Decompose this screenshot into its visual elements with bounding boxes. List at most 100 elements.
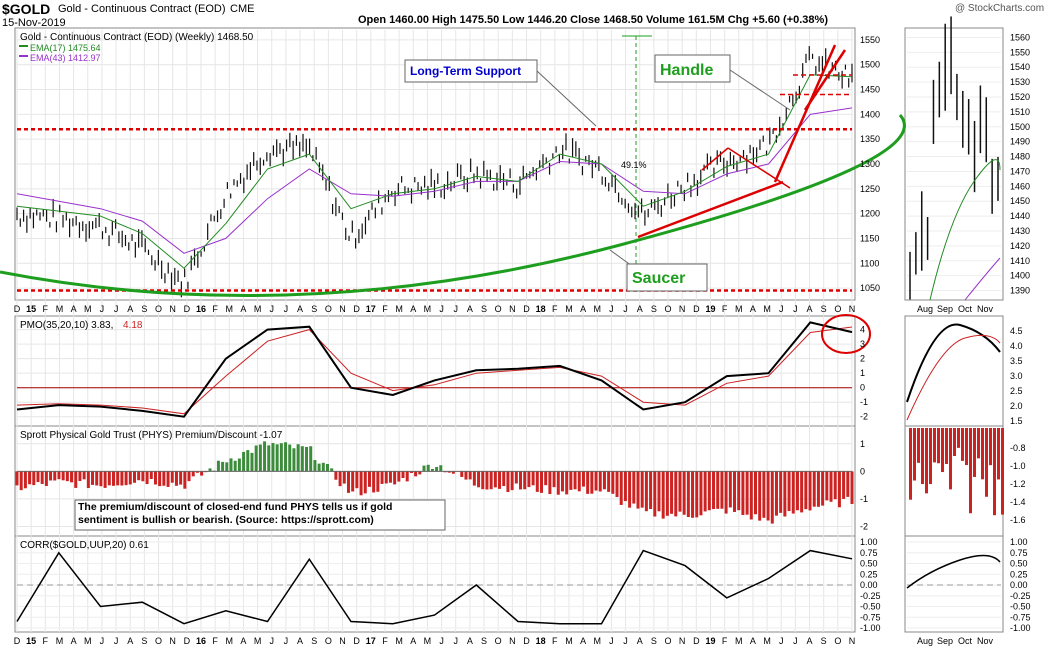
phys-bar bbox=[179, 471, 183, 485]
phys-bar bbox=[120, 471, 124, 486]
date: 15-Nov-2019 bbox=[2, 17, 66, 29]
phys-bar bbox=[149, 471, 153, 480]
phys-bar bbox=[250, 452, 254, 472]
pmo-tick: -1 bbox=[860, 397, 868, 407]
phys-bar bbox=[258, 444, 262, 472]
phys-bar bbox=[728, 471, 732, 508]
side-corr-tick: 1.00 bbox=[1010, 537, 1028, 547]
phys-bar bbox=[539, 471, 543, 493]
month-label: M bbox=[565, 304, 573, 314]
side-phys-bar bbox=[1001, 428, 1004, 515]
side-month-bottom: Nov bbox=[977, 636, 994, 646]
side-phys-bar bbox=[941, 428, 944, 473]
side-pmo-frame bbox=[904, 315, 1004, 427]
side-price-tick: 1400 bbox=[1010, 271, 1030, 281]
phys-bar bbox=[699, 471, 703, 516]
phys-bar bbox=[372, 471, 376, 493]
side-phys-bar bbox=[933, 428, 936, 463]
phys-bar bbox=[602, 471, 606, 490]
phys-bar bbox=[242, 451, 246, 472]
phys-bar bbox=[548, 471, 552, 495]
pmo-tick: 1 bbox=[860, 368, 865, 378]
month-label-bottom: M bbox=[254, 636, 262, 646]
phys-bar bbox=[737, 471, 741, 511]
month-label-bottom: 18 bbox=[536, 636, 546, 646]
phys-note-box bbox=[74, 499, 446, 531]
side-price-tick: 1550 bbox=[1010, 47, 1030, 57]
month-label-bottom: J bbox=[100, 636, 105, 646]
phys-bar bbox=[787, 471, 791, 512]
phys-bar bbox=[481, 471, 485, 490]
side-pmo-tick: 4.0 bbox=[1010, 341, 1023, 351]
phys-bar bbox=[598, 471, 602, 492]
pennant-2 bbox=[727, 147, 791, 189]
pmo-tick: 0 bbox=[860, 383, 865, 393]
phys-bar bbox=[271, 442, 275, 472]
phys-bar bbox=[300, 446, 304, 472]
side-price-tick: 1530 bbox=[1010, 77, 1030, 87]
legend-ema17: EMA(17) 1475.64 bbox=[30, 43, 101, 53]
side-phys-bar bbox=[925, 428, 928, 494]
month-label-bottom: F bbox=[552, 636, 558, 646]
phys-bar bbox=[749, 471, 753, 520]
phys-bar bbox=[275, 444, 279, 472]
phys-bar bbox=[267, 445, 271, 472]
side-corr-tick: 0.25 bbox=[1010, 569, 1028, 579]
legend-swatch-ema17 bbox=[19, 45, 28, 47]
side-price-tick: 1510 bbox=[1010, 107, 1030, 117]
phys-bar bbox=[414, 471, 418, 477]
month-label-bottom: M bbox=[424, 636, 432, 646]
phys-bar bbox=[464, 471, 468, 480]
phys-bar bbox=[61, 471, 65, 481]
phys-bar bbox=[225, 462, 229, 472]
phys-bar bbox=[489, 471, 493, 490]
price-overlays bbox=[0, 35, 906, 297]
side-phys-bar bbox=[953, 428, 956, 456]
phys-bar bbox=[816, 471, 820, 507]
phys-bar bbox=[393, 471, 397, 485]
side-corr-tick: -0.75 bbox=[1010, 612, 1031, 622]
phys-bar bbox=[263, 441, 267, 472]
month-label: M bbox=[56, 304, 64, 314]
side-price-tick: 1450 bbox=[1010, 196, 1030, 206]
phys-bar bbox=[317, 463, 321, 472]
month-label: A bbox=[637, 304, 643, 314]
phys-bar bbox=[649, 471, 653, 510]
corr-tick: 1.00 bbox=[860, 537, 878, 547]
month-label: O bbox=[155, 304, 162, 314]
phys-bar bbox=[766, 471, 770, 521]
side-ema17 bbox=[929, 159, 1001, 301]
month-label-bottom: F bbox=[212, 636, 218, 646]
price-tick: 1350 bbox=[860, 134, 880, 144]
phys-bar bbox=[57, 471, 61, 480]
phys-bar bbox=[19, 471, 23, 491]
pmo-highlight-circle bbox=[821, 314, 871, 354]
month-label: M bbox=[735, 304, 743, 314]
phys-bar bbox=[200, 471, 204, 476]
month-label-bottom: A bbox=[297, 636, 303, 646]
phys-bar bbox=[334, 471, 338, 480]
month-label: A bbox=[71, 304, 77, 314]
month-label: M bbox=[226, 304, 234, 314]
side-price-frame bbox=[904, 27, 1004, 301]
month-label-bottom: J bbox=[623, 636, 628, 646]
phys-bar bbox=[342, 471, 346, 484]
side-price-tick: 1520 bbox=[1010, 92, 1030, 102]
phys-bar bbox=[514, 471, 518, 484]
side-pmo bbox=[906, 323, 1001, 403]
phys-bar bbox=[661, 471, 665, 519]
phys-bar bbox=[74, 471, 78, 488]
phys-bar bbox=[82, 471, 86, 480]
phys-bar bbox=[753, 471, 757, 515]
phys-bar bbox=[141, 471, 145, 482]
phys-bar bbox=[376, 471, 380, 492]
phys-bar bbox=[653, 471, 657, 517]
month-label-bottom: D bbox=[184, 636, 191, 646]
corr-tick: 0.25 bbox=[860, 569, 878, 579]
month-label: J bbox=[100, 304, 105, 314]
phys-bar bbox=[733, 471, 737, 512]
month-label-bottom: N bbox=[339, 636, 346, 646]
phys-bar bbox=[405, 471, 409, 482]
phys-bar bbox=[359, 471, 363, 496]
phys-bar bbox=[607, 471, 611, 492]
